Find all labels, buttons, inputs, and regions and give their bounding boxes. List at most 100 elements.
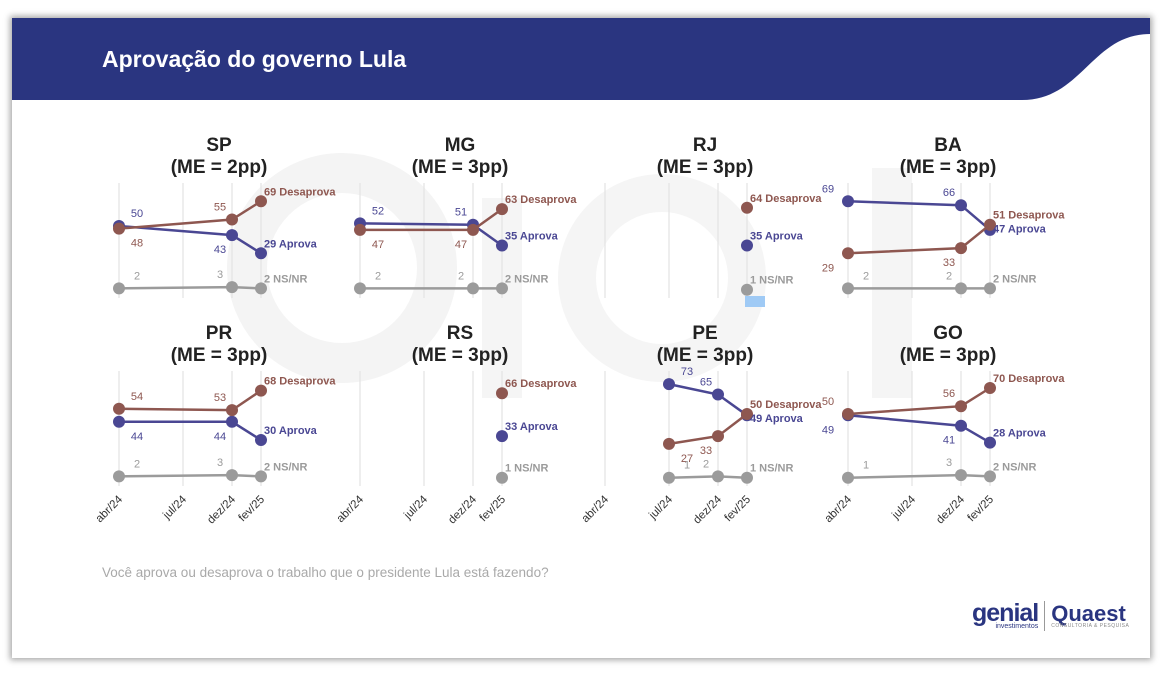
series-line-desaprova	[847, 223, 991, 255]
data-point	[842, 408, 854, 420]
panel-title: MG	[445, 135, 476, 156]
data-point	[955, 400, 967, 413]
page-title: Aprovação do governo Lula	[102, 46, 407, 72]
end-label: 51 Desaprova	[993, 210, 1065, 222]
data-label: 69	[822, 183, 834, 195]
data-point	[741, 283, 753, 296]
end-label: 47 Aprova	[993, 224, 1047, 236]
data-point	[226, 404, 238, 417]
data-point	[955, 469, 967, 482]
panel-title: GO	[933, 323, 963, 344]
data-point	[984, 282, 996, 295]
data-label: 47	[455, 239, 467, 251]
data-label: 2	[703, 458, 709, 470]
end-label: 2 NS/NR	[505, 273, 548, 285]
end-label: 29 Aprova	[264, 238, 318, 250]
panel-subtitle: (ME = 3pp)	[412, 157, 509, 178]
data-point	[226, 415, 238, 428]
panel-subtitle: (ME = 3pp)	[900, 345, 997, 366]
data-label: 1	[684, 460, 690, 472]
data-point	[226, 281, 238, 294]
x-tick-label: jul/24	[401, 493, 430, 522]
panel-title: SP	[206, 135, 232, 156]
data-label: 49	[822, 424, 834, 436]
panel-title: RS	[447, 323, 473, 344]
end-label: 1 NS/NR	[505, 463, 548, 475]
data-label: 44	[131, 431, 143, 443]
data-point	[842, 195, 854, 208]
data-label: 52	[372, 205, 384, 217]
data-point	[226, 469, 238, 482]
data-label: 44	[214, 431, 226, 443]
end-label: 1 NS/NR	[750, 275, 793, 287]
data-point	[496, 282, 508, 295]
data-point	[354, 223, 366, 236]
data-point	[663, 471, 675, 484]
data-point	[712, 388, 724, 401]
data-point	[663, 437, 675, 450]
watermark-logo	[227, 153, 912, 398]
panel-title: PE	[692, 323, 717, 344]
data-label: 3	[946, 457, 952, 469]
data-point	[113, 415, 125, 428]
data-point	[113, 402, 125, 415]
data-point	[955, 242, 967, 255]
series-line-desaprova	[847, 386, 991, 416]
x-tick-label: dez/24	[934, 493, 967, 526]
x-tick-label: jul/24	[889, 493, 918, 522]
x-tick-label: dez/24	[446, 493, 479, 526]
data-label: 2	[863, 270, 869, 282]
end-label: 28 Aprova	[993, 428, 1047, 440]
slide: Aprovação do governo Lula SP (ME = 2pp) 50…	[12, 18, 1150, 658]
end-label: 35 Aprova	[750, 231, 804, 243]
data-label: 2	[946, 270, 952, 282]
data-point	[113, 282, 125, 295]
panel-title: RJ	[693, 135, 717, 156]
x-tick-label: abr/24	[335, 493, 367, 525]
data-label: 27	[681, 453, 693, 465]
data-point	[741, 408, 753, 420]
panel-subtitle: (ME = 3pp)	[657, 345, 754, 366]
data-label: 53	[214, 392, 226, 404]
data-point	[984, 382, 996, 394]
x-tick-label: fev/25	[477, 494, 508, 525]
x-tick-label: abr/24	[823, 493, 855, 525]
genial-logo-sub: investimentos	[995, 623, 1039, 631]
data-point	[496, 239, 508, 252]
x-tick-label: fev/25	[965, 494, 996, 525]
data-point	[984, 436, 996, 449]
data-label: 3	[217, 457, 223, 469]
end-label: 64 Desaprova	[750, 193, 822, 205]
series-line-desaprova	[668, 413, 748, 446]
panel-subtitle: (ME = 3pp)	[657, 157, 754, 178]
end-label: 63 Desaprova	[505, 194, 577, 206]
quaest-logo: Quaest CONSULTORIA & PESQUISA	[1051, 602, 1129, 628]
data-label: 3	[217, 269, 223, 281]
end-label: 69 Desaprova	[264, 186, 336, 198]
panel-subtitle: (ME = 3pp)	[412, 345, 509, 366]
data-point	[496, 430, 508, 443]
survey-question: Você aprova ou desaprova o trabalho que …	[102, 565, 549, 580]
data-point	[226, 213, 238, 226]
data-label: 48	[131, 238, 143, 250]
panel-subtitle: (ME = 3pp)	[171, 345, 268, 366]
data-point	[255, 470, 267, 483]
end-label: 2 NS/NR	[993, 273, 1036, 285]
series-line-aprova	[668, 382, 748, 417]
genial-logo-text: genial	[972, 598, 1039, 627]
data-label: 73	[681, 366, 693, 378]
data-point	[741, 239, 753, 252]
x-tick-label: jul/24	[160, 493, 189, 522]
data-label: 56	[943, 388, 955, 400]
x-tick-label: fev/25	[236, 494, 267, 525]
end-label: 49 Aprova	[750, 413, 804, 425]
data-label: 50	[131, 208, 143, 220]
data-point	[255, 247, 267, 260]
x-tick-label: fev/25	[722, 494, 753, 525]
data-point	[741, 201, 753, 214]
series-line-aprova	[847, 200, 991, 231]
data-label: 2	[375, 270, 381, 282]
data-point	[496, 471, 508, 484]
data-label: 1	[863, 460, 869, 472]
data-point	[955, 419, 967, 432]
